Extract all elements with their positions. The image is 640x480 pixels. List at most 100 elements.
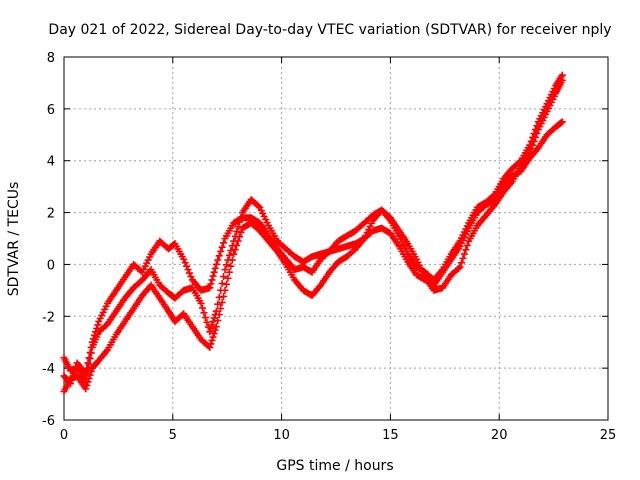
data-point	[233, 241, 241, 249]
data-point	[222, 280, 230, 288]
data-point	[220, 273, 228, 281]
data-point	[237, 228, 245, 236]
data-point	[85, 375, 93, 383]
x-tick-label: 25	[600, 428, 617, 443]
data-point	[210, 268, 218, 276]
y-tick-label: -2	[42, 310, 55, 325]
data-point	[83, 364, 91, 372]
data-point	[86, 349, 94, 357]
data-point	[462, 246, 470, 254]
data-point	[184, 266, 192, 274]
data-point	[199, 304, 207, 312]
data-point	[516, 158, 524, 166]
data-point	[225, 268, 233, 276]
data-point	[94, 321, 102, 329]
data-point	[231, 246, 239, 254]
data-point	[71, 366, 79, 374]
data-point	[215, 293, 223, 301]
y-tick-label: -4	[42, 362, 55, 377]
x-tick-label: 0	[60, 428, 68, 443]
data-point	[459, 254, 467, 262]
data-point	[224, 274, 232, 282]
data-point	[218, 279, 226, 287]
data-point	[86, 371, 94, 379]
data-point	[530, 129, 538, 137]
data-point	[86, 355, 94, 363]
plot-border	[63, 56, 609, 421]
data-point	[221, 286, 229, 294]
data-point	[197, 299, 205, 307]
data-point	[206, 284, 214, 292]
data-point	[208, 336, 216, 344]
data-point	[201, 314, 209, 322]
data-point	[236, 233, 244, 241]
data-point	[214, 256, 222, 264]
data-point	[83, 381, 91, 389]
data-point	[215, 252, 223, 260]
y-tick-labels: -6 -4 -2 0 2 4 6 8	[42, 51, 55, 429]
y-tick-label: 2	[47, 207, 55, 222]
data-point	[557, 119, 565, 127]
data-point	[85, 360, 93, 368]
data-point	[227, 262, 235, 270]
data-point	[90, 331, 98, 339]
data-point	[93, 324, 101, 332]
x-tick-label: 20	[491, 428, 508, 443]
data-point	[185, 269, 193, 277]
data-points	[60, 71, 566, 395]
x-tick-label: 5	[169, 428, 177, 443]
data-point	[207, 324, 215, 332]
data-point	[218, 243, 226, 251]
y-tick-label: 0	[47, 258, 55, 273]
data-point	[209, 317, 217, 325]
data-point	[254, 202, 262, 210]
data-point	[527, 137, 535, 145]
data-point	[207, 280, 215, 288]
data-point	[558, 118, 566, 126]
data-point	[209, 333, 217, 341]
y-axis-label: SDTVAR / TECUs	[6, 182, 22, 297]
data-point	[85, 354, 93, 362]
data-point	[84, 378, 92, 386]
data-point	[203, 318, 211, 326]
grid-lines	[64, 57, 608, 420]
data-point	[460, 250, 468, 258]
data-point	[211, 326, 219, 334]
data-point	[67, 380, 75, 388]
data-point	[218, 298, 226, 306]
x-tick-label: 10	[273, 428, 290, 443]
data-point	[187, 273, 195, 281]
data-point	[214, 317, 222, 325]
data-point	[207, 340, 215, 348]
data-point	[456, 263, 464, 271]
data-point	[82, 385, 90, 393]
data-point	[489, 192, 497, 200]
x-tick-labels: 0 5 10 15 20 25	[60, 428, 616, 443]
data-point	[217, 247, 225, 255]
data-point	[222, 261, 230, 269]
data-point	[533, 122, 541, 130]
data-point	[463, 241, 471, 249]
data-point	[209, 272, 217, 280]
data-point	[234, 237, 242, 245]
data-point	[92, 328, 100, 336]
data-point	[183, 262, 191, 270]
chart-title: Day 021 of 2022, Sidereal Day-to-day VTE…	[48, 22, 611, 38]
data-point	[215, 311, 223, 319]
data-point	[455, 264, 463, 272]
data-point	[531, 126, 539, 134]
data-point	[228, 256, 236, 264]
data-point	[558, 71, 566, 79]
data-point	[225, 251, 233, 259]
data-point	[220, 239, 228, 247]
data-point	[87, 368, 95, 376]
data-point	[208, 276, 216, 284]
y-tick-label: 8	[47, 51, 55, 66]
y-tick-label: -6	[42, 414, 55, 429]
data-point	[214, 300, 222, 308]
data-point	[221, 266, 229, 274]
data-point	[84, 359, 92, 367]
data-point	[181, 259, 189, 267]
data-point	[230, 250, 238, 258]
